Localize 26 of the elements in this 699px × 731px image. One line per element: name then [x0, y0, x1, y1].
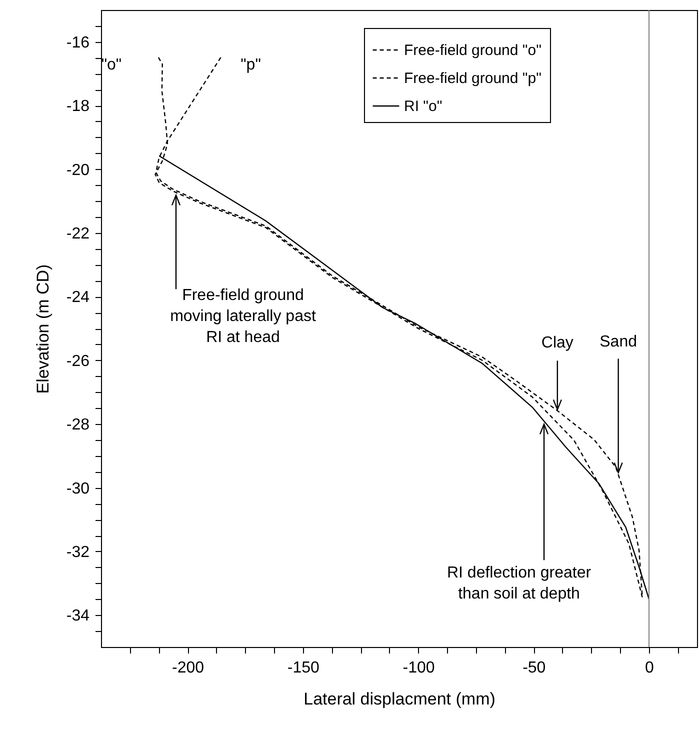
y-tick-label: -34	[66, 608, 90, 625]
annotation: RI deflection greater than soil at depth	[446, 564, 592, 603]
x-tick-label: 0	[645, 660, 654, 676]
x-tick-label: -200	[172, 660, 204, 676]
y-tick-label: -26	[66, 352, 90, 370]
annotation: Free-field ground moving laterally past RI at head	[170, 287, 316, 346]
y-tick-label: -22	[66, 225, 90, 242]
y-tick-label: -16	[66, 34, 90, 52]
legend-label: RI "o"	[404, 98, 442, 115]
y-axis-title: Elevation (m CD)	[33, 264, 52, 394]
y-tick-label: -24	[66, 289, 90, 306]
x-tick-label: -150	[287, 660, 320, 676]
legend-label: Free-field ground "p"	[404, 70, 542, 87]
annotation: Sand	[600, 334, 638, 351]
y-tick-label: -20	[66, 162, 90, 179]
legend-label: Free-field ground "o"	[404, 42, 542, 59]
y-tick-label: -30	[66, 480, 90, 498]
y-tick-label: -18	[66, 98, 90, 116]
annotation: "p"	[240, 56, 261, 74]
x-tick-label: -100	[402, 660, 435, 676]
annotation: Clay	[541, 334, 574, 352]
y-tick-label: -28	[66, 416, 90, 434]
y-tick-label: -32	[66, 544, 90, 561]
x-axis-title: Lateral displacment (mm)	[304, 690, 496, 708]
annotation: "o"	[101, 56, 122, 74]
x-tick-label: -50	[522, 660, 546, 676]
